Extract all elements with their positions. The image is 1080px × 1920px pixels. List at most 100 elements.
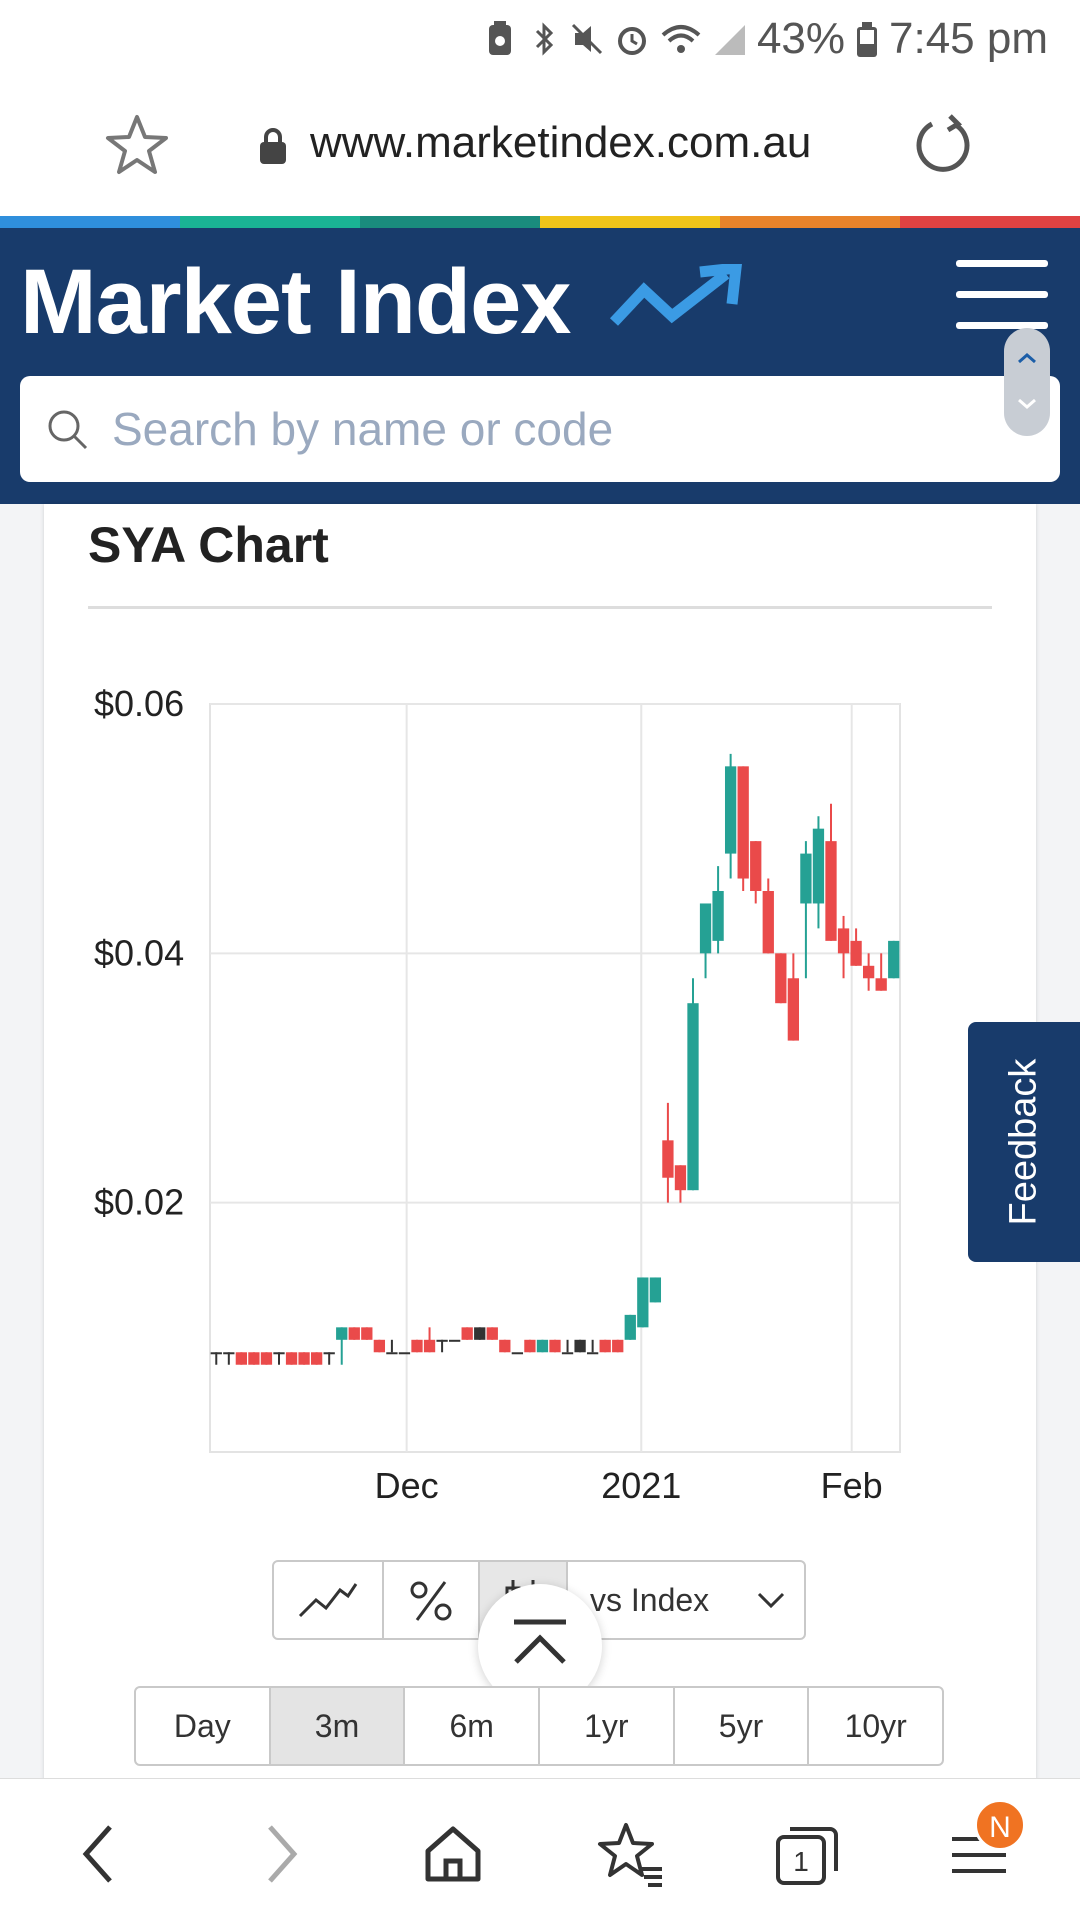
bookmarks-button[interactable] — [596, 1819, 666, 1889]
menu-bar — [956, 260, 1048, 267]
candle-body — [499, 1339, 511, 1353]
candle-body — [298, 1352, 310, 1365]
site-logo[interactable]: Market Index — [20, 251, 571, 353]
candle-body — [762, 891, 774, 954]
percent-chart-button[interactable] — [384, 1562, 480, 1638]
menu-bar — [956, 322, 1048, 329]
candle-body — [474, 1327, 486, 1340]
menu-bar — [956, 291, 1048, 298]
period-1yr-button[interactable]: 1yr — [540, 1688, 675, 1764]
feedback-tab[interactable]: Feedback — [968, 1022, 1080, 1262]
period-selector: Day 3m 6m 1yr 5yr 10yr — [134, 1686, 944, 1766]
candle-body — [273, 1352, 285, 1355]
candle-body — [260, 1352, 273, 1365]
line-chart-button[interactable] — [274, 1562, 384, 1638]
period-3m-button[interactable]: 3m — [270, 1688, 406, 1764]
candle-body — [649, 1277, 662, 1303]
stripe-segment — [180, 216, 360, 228]
stripe-segment — [720, 216, 900, 228]
percent-icon — [410, 1581, 452, 1621]
menu-icon[interactable] — [956, 260, 1048, 332]
period-6m-button[interactable]: 6m — [405, 1688, 541, 1764]
battery-saver-icon — [488, 21, 511, 55]
stripe-segment — [0, 216, 180, 228]
candle-body — [461, 1327, 473, 1340]
vs-index-label: vs Index — [590, 1581, 710, 1618]
url-text[interactable]: www.marketindex.com.au — [310, 118, 812, 167]
period-10yr-button[interactable]: 10yr — [844, 1707, 907, 1744]
chart-title: SYA Chart — [88, 517, 329, 573]
home-button[interactable] — [418, 1819, 488, 1889]
reload-icon[interactable] — [910, 112, 976, 178]
candle-body — [825, 841, 837, 941]
notification-badge: N — [974, 1799, 1026, 1851]
back-arrow-icon — [82, 1825, 112, 1883]
candle-body — [586, 1352, 599, 1355]
candle-body — [775, 953, 787, 1004]
forward-button[interactable] — [246, 1819, 316, 1889]
bookmark-star-icon[interactable] — [104, 112, 170, 178]
candle-body — [361, 1327, 373, 1340]
candle-body — [536, 1339, 549, 1353]
candle-body — [285, 1352, 298, 1365]
alarm-icon — [617, 27, 646, 55]
candle-body — [674, 1165, 687, 1191]
clock: 7:45 pm — [889, 14, 1048, 63]
brand-stripe — [0, 216, 1080, 228]
signal-icon — [714, 25, 745, 55]
candle-body — [223, 1352, 235, 1355]
candle-body — [235, 1352, 248, 1365]
home-icon — [425, 1826, 481, 1882]
candle-body — [386, 1352, 398, 1355]
site-header: Market Index Search by name or code — [0, 228, 1080, 504]
candle-body — [724, 766, 737, 854]
search-input[interactable]: Search by name or code — [20, 376, 1060, 482]
stripe-segment — [540, 216, 720, 228]
x-tick-label: Feb — [821, 1465, 883, 1506]
page-scroll-handle[interactable] — [1004, 328, 1050, 436]
candle-body — [637, 1277, 649, 1328]
line-chart-icon — [298, 1583, 358, 1618]
candle-body — [511, 1352, 524, 1355]
candle-body — [423, 1339, 436, 1353]
candle-body — [699, 903, 712, 954]
candle-body — [524, 1339, 536, 1353]
candle-body — [411, 1339, 423, 1353]
candle-body — [687, 1003, 699, 1191]
candle-body — [662, 1140, 674, 1178]
candle-body — [800, 853, 812, 904]
status-icons: 43% 7:45 pm — [483, 14, 1048, 64]
stripe-segment — [360, 216, 540, 228]
vs-index-dropdown[interactable]: vs Index — [568, 1562, 804, 1638]
candle-body — [599, 1339, 611, 1353]
bookmarks-star-icon — [598, 1823, 662, 1887]
candle-body — [210, 1352, 222, 1355]
candle-body — [310, 1352, 323, 1365]
period-day-button[interactable]: Day — [136, 1688, 271, 1764]
plot-area — [209, 703, 901, 1453]
candle-body — [373, 1339, 386, 1353]
y-tick-label: $0.06 — [94, 683, 184, 724]
candle-body — [574, 1339, 586, 1353]
candle-body — [248, 1352, 260, 1365]
candle-body — [336, 1327, 348, 1340]
candle-body — [750, 841, 762, 891]
candle-body — [612, 1339, 624, 1353]
candle-body — [348, 1327, 360, 1340]
bluetooth-icon — [535, 22, 554, 56]
candle-body — [888, 940, 900, 979]
tabs-button[interactable]: 1 — [772, 1819, 842, 1889]
stripe-segment — [900, 216, 1080, 228]
candle-body — [549, 1339, 561, 1353]
candlestick-chart[interactable]: $0.06 $0.04 $0.02 Dec 2021 Feb — [60, 660, 980, 1520]
back-button[interactable] — [64, 1819, 134, 1889]
candle-body — [812, 828, 825, 904]
candle-body — [323, 1352, 335, 1355]
search-icon — [48, 410, 88, 450]
candle-body — [862, 965, 875, 979]
x-tick-label: Dec — [375, 1465, 439, 1506]
battery-percent: 43% — [756, 14, 846, 63]
candle-body — [486, 1327, 498, 1340]
period-5yr-button[interactable]: 5yr — [675, 1688, 810, 1764]
candle-body — [737, 766, 749, 879]
